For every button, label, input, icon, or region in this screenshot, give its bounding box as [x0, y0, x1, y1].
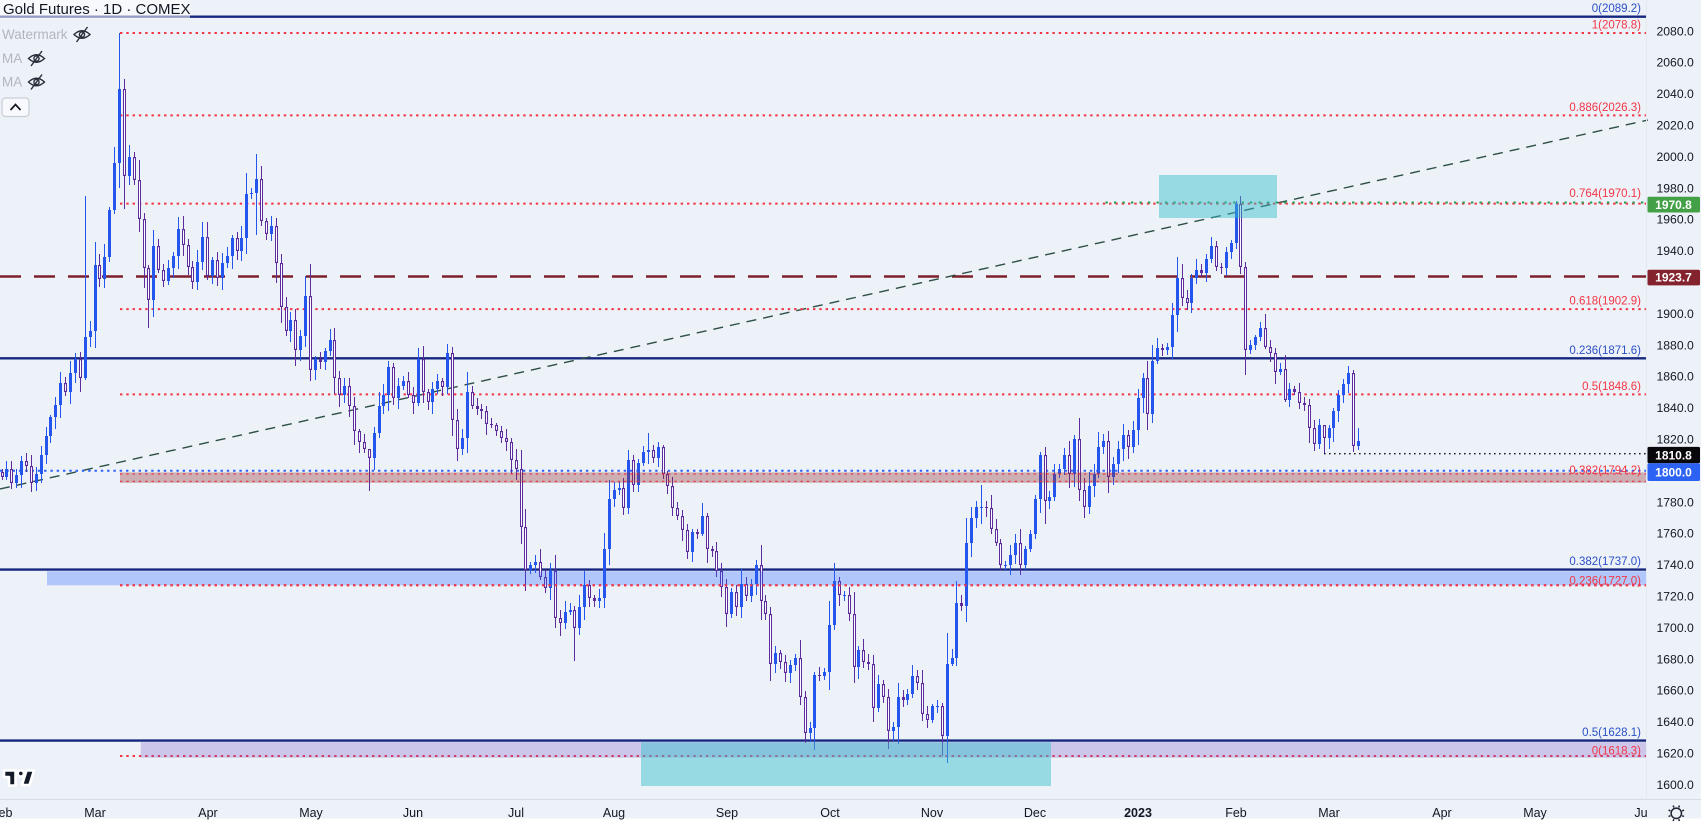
svg-text:1970.8: 1970.8 [1655, 198, 1692, 212]
svg-text:1640.0: 1640.0 [1657, 715, 1694, 729]
svg-text:1660.0: 1660.0 [1657, 684, 1694, 698]
svg-text:Oct: Oct [820, 806, 840, 820]
svg-text:Ju: Ju [1634, 806, 1647, 820]
svg-text:Sep: Sep [716, 806, 738, 820]
svg-text:1940.0: 1940.0 [1657, 244, 1694, 258]
svg-text:1(2078.8): 1(2078.8) [1592, 20, 1641, 32]
svg-text:Apr: Apr [1432, 806, 1451, 820]
svg-text:2000.0: 2000.0 [1657, 150, 1694, 164]
svg-text:0.764(1970.1): 0.764(1970.1) [1569, 188, 1641, 200]
svg-text:Gold Futures · 1D · COMEX: Gold Futures · 1D · COMEX [3, 1, 191, 18]
svg-text:0(1618.3): 0(1618.3) [1592, 746, 1641, 758]
svg-text:1760.0: 1760.0 [1657, 527, 1694, 541]
svg-text:1820.0: 1820.0 [1657, 433, 1694, 447]
svg-text:1600.0: 1600.0 [1657, 778, 1694, 792]
svg-text:1860.0: 1860.0 [1657, 370, 1694, 384]
svg-text:1740.0: 1740.0 [1657, 558, 1694, 572]
svg-text:2060.0: 2060.0 [1657, 56, 1694, 70]
svg-text:1900.0: 1900.0 [1657, 307, 1694, 321]
svg-text:Jul: Jul [508, 806, 524, 820]
svg-text:2040.0: 2040.0 [1657, 87, 1694, 101]
svg-text:0.236(1727.0): 0.236(1727.0) [1569, 575, 1641, 587]
svg-text:0.382(1737.0): 0.382(1737.0) [1569, 556, 1641, 568]
svg-text:1840.0: 1840.0 [1657, 401, 1694, 415]
svg-text:May: May [299, 806, 323, 820]
svg-text:MA: MA [2, 75, 22, 90]
svg-text:0.886(2026.3): 0.886(2026.3) [1569, 102, 1641, 114]
svg-text:1923.7: 1923.7 [1655, 271, 1692, 285]
svg-text:1960.0: 1960.0 [1657, 213, 1694, 227]
svg-text:1780.0: 1780.0 [1657, 495, 1694, 509]
svg-text:MA: MA [2, 51, 22, 66]
svg-text:Mar: Mar [84, 806, 106, 820]
svg-text:2020.0: 2020.0 [1657, 119, 1694, 133]
svg-text:Apr: Apr [198, 806, 217, 820]
svg-text:1620.0: 1620.0 [1657, 747, 1694, 761]
svg-text:0.618(1902.9): 0.618(1902.9) [1569, 296, 1641, 308]
svg-text:0.5(1848.6): 0.5(1848.6) [1582, 381, 1641, 393]
svg-text:2080.0: 2080.0 [1657, 24, 1694, 38]
svg-text:1680.0: 1680.0 [1657, 652, 1694, 666]
svg-text:eb: eb [0, 806, 12, 820]
svg-text:Dec: Dec [1024, 806, 1046, 820]
svg-text:Feb: Feb [1225, 806, 1247, 820]
svg-text:1800.0: 1800.0 [1655, 465, 1692, 479]
svg-text:Watermark: Watermark [2, 27, 68, 42]
svg-text:1720.0: 1720.0 [1657, 590, 1694, 604]
svg-text:0.236(1871.6): 0.236(1871.6) [1569, 345, 1641, 357]
svg-text:Nov: Nov [921, 806, 944, 820]
svg-text:1810.8: 1810.8 [1655, 448, 1692, 462]
svg-text:Jun: Jun [403, 806, 423, 820]
svg-text:May: May [1523, 806, 1547, 820]
svg-text:1980.0: 1980.0 [1657, 181, 1694, 195]
svg-text:1700.0: 1700.0 [1657, 621, 1694, 635]
svg-text:2023: 2023 [1124, 806, 1152, 820]
svg-text:0.382(1794.2): 0.382(1794.2) [1569, 465, 1641, 477]
svg-text:0.5(1628.1): 0.5(1628.1) [1582, 727, 1641, 739]
svg-text:0(2089.2): 0(2089.2) [1592, 3, 1641, 15]
svg-text:1880.0: 1880.0 [1657, 338, 1694, 352]
svg-text:Mar: Mar [1318, 806, 1340, 820]
svg-text:Aug: Aug [603, 806, 625, 820]
